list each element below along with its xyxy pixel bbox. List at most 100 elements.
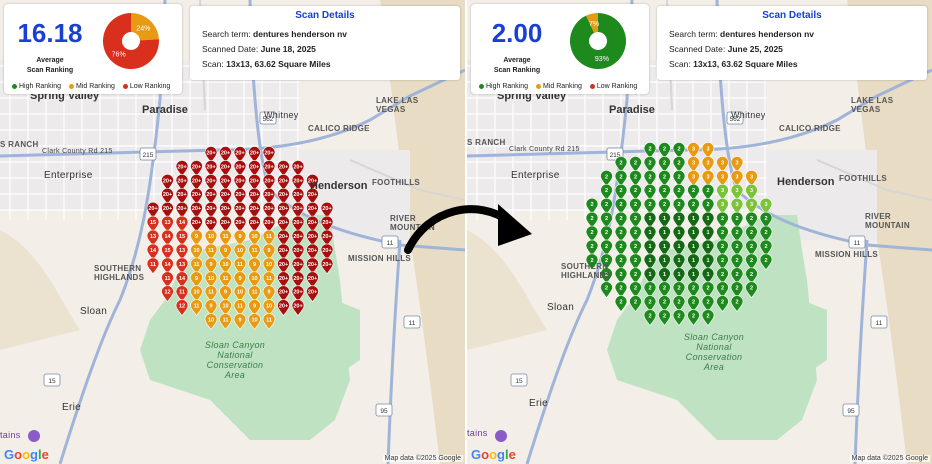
map-pin-icon[interactable]: 20+ xyxy=(175,174,189,191)
map-pin-icon[interactable]: 10 xyxy=(204,271,218,289)
map-pin-icon[interactable]: 9 xyxy=(233,229,247,247)
map-pin-icon[interactable]: 1 xyxy=(643,267,657,285)
map-pin-icon[interactable]: 1 xyxy=(643,225,657,243)
park-poi-icon[interactable] xyxy=(495,430,507,442)
map-pin-icon[interactable]: 20+ xyxy=(320,201,334,219)
map-pin-icon[interactable]: 14 xyxy=(175,215,189,233)
map-pin-icon[interactable]: 1 xyxy=(672,253,686,271)
map-attribution[interactable]: Map data ©2025 Google xyxy=(849,455,930,462)
map-pin-icon[interactable]: 2 xyxy=(629,211,642,229)
map-pin-icon[interactable]: 20+ xyxy=(190,160,203,177)
map-pin-icon[interactable]: 11 xyxy=(190,257,203,275)
map-pin-icon[interactable]: 2 xyxy=(672,295,686,313)
map-pin-icon[interactable]: 11 xyxy=(248,285,261,303)
map-pin-icon[interactable]: 20+ xyxy=(306,229,319,247)
map-pin-icon[interactable]: 2 xyxy=(643,170,657,187)
map-pin-icon[interactable]: 20+ xyxy=(219,201,232,219)
map-pin-icon[interactable]: 1 xyxy=(701,239,715,257)
map-pin-icon[interactable]: 2 xyxy=(672,156,686,173)
map-pin-icon[interactable]: 2 xyxy=(643,295,657,313)
map-pin-icon[interactable]: 20+ xyxy=(320,229,334,247)
map-pin-icon[interactable]: 3 xyxy=(701,170,715,187)
map-pin-icon[interactable]: 2 xyxy=(672,281,686,299)
map-pin-icon[interactable]: 10 xyxy=(204,313,218,331)
map-pin-icon[interactable]: 20+ xyxy=(233,215,247,233)
map-pin-icon[interactable]: 20+ xyxy=(248,174,261,191)
map-pin-icon[interactable]: 11 xyxy=(146,257,160,275)
map-pin-icon[interactable]: 2 xyxy=(658,156,671,173)
map-pin-icon[interactable]: 20+ xyxy=(277,187,290,205)
map-pin-icon[interactable]: 2 xyxy=(600,267,613,285)
map-pin-icon[interactable]: 11 xyxy=(219,271,232,289)
map-pin-icon[interactable]: 1 xyxy=(701,253,715,271)
map-pin-icon[interactable]: 2 xyxy=(658,197,671,215)
map-pin-icon[interactable]: 20+ xyxy=(291,299,305,317)
map-pin-icon[interactable]: 2 xyxy=(687,183,700,201)
map-pin-icon[interactable]: 2 xyxy=(614,170,628,187)
map-pin-icon[interactable]: 2 xyxy=(614,197,628,215)
map-pin-icon[interactable]: 1 xyxy=(643,239,657,257)
map-pin-icon[interactable]: 20+ xyxy=(291,285,305,303)
map-pin-icon[interactable]: 2 xyxy=(687,295,700,313)
map-pin-icon[interactable]: 1 xyxy=(672,239,686,257)
map-pin-icon[interactable]: 20+ xyxy=(204,201,218,219)
map-pin-icon[interactable]: 20+ xyxy=(233,146,247,164)
map-pin-icon[interactable]: 20+ xyxy=(262,187,276,205)
map-pin-icon[interactable]: 9 xyxy=(190,229,203,247)
map-pin-icon[interactable]: 2 xyxy=(716,281,729,299)
map-pin-icon[interactable]: 2 xyxy=(701,197,715,215)
map-pin-icon[interactable]: 2 xyxy=(701,309,715,327)
map-pin-icon[interactable]: 2 xyxy=(745,211,758,229)
map-pin-icon[interactable]: 2 xyxy=(585,211,599,229)
map-pin-icon[interactable]: 2 xyxy=(658,309,671,327)
map-pin-icon[interactable]: 2 xyxy=(600,253,613,271)
map-pin-icon[interactable]: 2 xyxy=(672,309,686,327)
map-pin-icon[interactable]: 20+ xyxy=(175,187,189,205)
map-pin-icon[interactable]: 2 xyxy=(759,239,773,257)
map-pin-icon[interactable]: 20+ xyxy=(306,215,319,233)
map-pin-icon[interactable]: 20+ xyxy=(291,187,305,205)
map-pin-icon[interactable]: 11 xyxy=(262,313,276,331)
map-pin-icon[interactable]: 2 xyxy=(759,211,773,229)
map-pin-icon[interactable]: 9 xyxy=(248,257,261,275)
map-pin-icon[interactable]: 3 xyxy=(701,142,715,160)
map-pin-icon[interactable]: 20+ xyxy=(262,160,276,177)
map-pin-icon[interactable]: 3 xyxy=(716,183,729,201)
map-pin-icon[interactable]: 1 xyxy=(672,267,686,285)
map-pin-icon[interactable]: 2 xyxy=(600,211,613,229)
map-pin-icon[interactable]: 20+ xyxy=(262,215,276,233)
map-pin-icon[interactable]: 2 xyxy=(672,197,686,215)
map-pin-icon[interactable]: 20+ xyxy=(320,243,334,261)
map-pin-icon[interactable]: 13 xyxy=(175,243,189,261)
map-pin-icon[interactable]: 20+ xyxy=(175,160,189,177)
map-pin-icon[interactable]: 13 xyxy=(161,215,174,233)
map-pin-icon[interactable]: 2 xyxy=(716,253,729,271)
map-pin-icon[interactable]: 20+ xyxy=(219,215,232,233)
map-pin-icon[interactable]: 1 xyxy=(701,225,715,243)
map-pin-icon[interactable]: 20+ xyxy=(233,174,247,191)
map-pin-icon[interactable]: 2 xyxy=(643,156,657,173)
map-pin-icon[interactable]: 3 xyxy=(701,156,715,173)
map-pin-icon[interactable]: 20+ xyxy=(291,160,305,177)
map-pin-icon[interactable]: 2 xyxy=(730,267,744,285)
map-pin-icon[interactable]: 9 xyxy=(219,243,232,261)
map-pin-icon[interactable]: 9 xyxy=(248,299,261,317)
map-pin-icon[interactable]: 20+ xyxy=(277,229,290,247)
map-pin-icon[interactable]: 2 xyxy=(687,197,700,215)
map-pin-icon[interactable]: 2 xyxy=(585,225,599,243)
map-pin-icon[interactable]: 1 xyxy=(643,253,657,271)
map-pin-icon[interactable]: 20+ xyxy=(277,215,290,233)
map-pin-icon[interactable]: 20+ xyxy=(291,201,305,219)
map-pin-icon[interactable]: 3 xyxy=(687,170,700,187)
map-pin-icon[interactable]: 11 xyxy=(262,229,276,247)
map-pin-icon[interactable]: 20+ xyxy=(233,160,247,177)
map-pin-icon[interactable]: 20+ xyxy=(248,160,261,177)
map-pin-icon[interactable]: 2 xyxy=(629,253,642,271)
map-pin-icon[interactable]: 20+ xyxy=(291,271,305,289)
map-pin-icon[interactable]: 14 xyxy=(175,271,189,289)
map-pin-icon[interactable]: 9 xyxy=(204,257,218,275)
map-pin-icon[interactable]: 3 xyxy=(687,156,700,173)
map-pin-icon[interactable]: 11 xyxy=(204,243,218,261)
map-pin-icon[interactable]: 20+ xyxy=(277,299,290,317)
map-pin-icon[interactable]: 20+ xyxy=(161,201,174,219)
